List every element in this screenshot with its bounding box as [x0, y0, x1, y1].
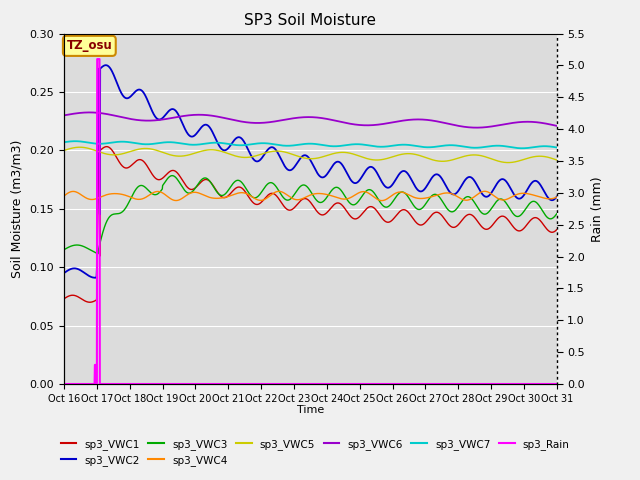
sp3_VWC4 [280, 190, 287, 195]
sp3_Rain [93, 56, 101, 62]
sp3_VWC1 [86, 300, 93, 305]
Line: sp3_VWC6: sp3_VWC6 [64, 112, 557, 128]
sp3_VWC4 [118, 192, 126, 197]
Line: sp3_VWC3: sp3_VWC3 [64, 176, 557, 253]
sp3_VWC4 [99, 193, 106, 199]
sp3_VWC3 [270, 181, 278, 187]
sp3_VWC5 [118, 151, 126, 156]
sp3_Rain [118, 381, 126, 387]
sp3_VWC3 [60, 247, 68, 252]
sp3_VWC7 [60, 139, 68, 145]
sp3_Rain [280, 381, 287, 387]
sp3_VWC2 [99, 64, 106, 70]
sp3_VWC7 [280, 143, 287, 148]
sp3_VWC3 [99, 231, 106, 237]
sp3_VWC6 [60, 112, 68, 118]
sp3_VWC1 [553, 227, 561, 232]
sp3_VWC2 [289, 166, 297, 172]
sp3_VWC4 [553, 194, 561, 200]
sp3_VWC1 [99, 145, 106, 151]
sp3_Rain [99, 381, 106, 387]
sp3_VWC2 [553, 194, 561, 200]
Line: sp3_VWC5: sp3_VWC5 [64, 147, 557, 163]
sp3_VWC6 [341, 120, 349, 126]
sp3_VWC3 [168, 173, 176, 179]
sp3_VWC3 [289, 193, 297, 199]
sp3_VWC2 [91, 275, 99, 281]
sp3_VWC3 [94, 251, 102, 256]
sp3_VWC3 [280, 195, 288, 201]
sp3_VWC7 [118, 139, 126, 144]
sp3_VWC2 [270, 145, 278, 151]
sp3_VWC7 [553, 144, 561, 150]
sp3_VWC6 [289, 116, 296, 121]
sp3_VWC7 [71, 138, 79, 144]
sp3_Rain [60, 381, 68, 387]
Title: SP3 Soil Moisture: SP3 Soil Moisture [244, 13, 376, 28]
sp3_VWC7 [269, 141, 277, 147]
sp3_VWC7 [289, 143, 296, 148]
sp3_VWC3 [118, 209, 126, 215]
sp3_Rain [341, 381, 349, 387]
sp3_VWC2 [119, 93, 127, 98]
X-axis label: Time: Time [297, 405, 324, 415]
sp3_VWC3 [553, 211, 561, 216]
Line: sp3_VWC7: sp3_VWC7 [64, 141, 557, 148]
sp3_VWC6 [118, 114, 126, 120]
sp3_VWC2 [341, 167, 349, 172]
sp3_VWC5 [99, 150, 106, 156]
sp3_VWC4 [378, 198, 386, 204]
sp3_VWC1 [103, 144, 111, 149]
sp3_VWC4 [269, 191, 277, 196]
Text: TZ_osu: TZ_osu [67, 39, 112, 52]
sp3_VWC6 [269, 119, 277, 124]
sp3_VWC1 [60, 296, 68, 301]
sp3_VWC1 [270, 191, 278, 197]
sp3_VWC6 [553, 123, 561, 129]
sp3_VWC6 [99, 110, 106, 116]
sp3_VWC4 [481, 189, 489, 194]
sp3_VWC4 [60, 193, 68, 199]
Line: sp3_Rain: sp3_Rain [64, 59, 557, 384]
sp3_VWC2 [102, 62, 109, 68]
sp3_VWC1 [280, 204, 288, 209]
sp3_VWC7 [518, 145, 526, 151]
sp3_Rain [553, 381, 561, 387]
sp3_Rain [269, 381, 277, 387]
sp3_VWC6 [280, 117, 287, 123]
sp3_VWC6 [86, 109, 93, 115]
sp3_VWC2 [280, 162, 288, 168]
sp3_VWC5 [341, 150, 349, 156]
sp3_Rain [289, 381, 296, 387]
Line: sp3_VWC1: sp3_VWC1 [64, 146, 557, 302]
sp3_VWC5 [76, 144, 84, 150]
Legend: sp3_VWC1, sp3_VWC2, sp3_VWC3, sp3_VWC4, sp3_VWC5, sp3_VWC6, sp3_VWC7, sp3_Rain: sp3_VWC1, sp3_VWC2, sp3_VWC3, sp3_VWC4, … [56, 434, 574, 470]
sp3_VWC5 [553, 157, 561, 163]
sp3_VWC4 [340, 196, 348, 202]
sp3_VWC1 [119, 164, 127, 169]
sp3_VWC5 [269, 148, 277, 154]
sp3_VWC1 [341, 206, 349, 212]
sp3_VWC1 [289, 206, 297, 212]
sp3_VWC5 [504, 160, 512, 166]
Y-axis label: Soil Moisture (m3/m3): Soil Moisture (m3/m3) [11, 140, 24, 278]
sp3_VWC5 [60, 147, 68, 153]
sp3_VWC6 [473, 125, 481, 131]
sp3_VWC5 [280, 149, 287, 155]
sp3_VWC2 [60, 270, 68, 276]
Line: sp3_VWC2: sp3_VWC2 [64, 65, 557, 278]
Y-axis label: Rain (mm): Rain (mm) [591, 176, 604, 241]
sp3_VWC5 [289, 152, 296, 157]
sp3_VWC4 [288, 195, 296, 201]
Line: sp3_VWC4: sp3_VWC4 [64, 192, 557, 201]
sp3_VWC7 [99, 141, 106, 146]
sp3_VWC7 [341, 143, 349, 148]
sp3_VWC3 [341, 193, 349, 199]
